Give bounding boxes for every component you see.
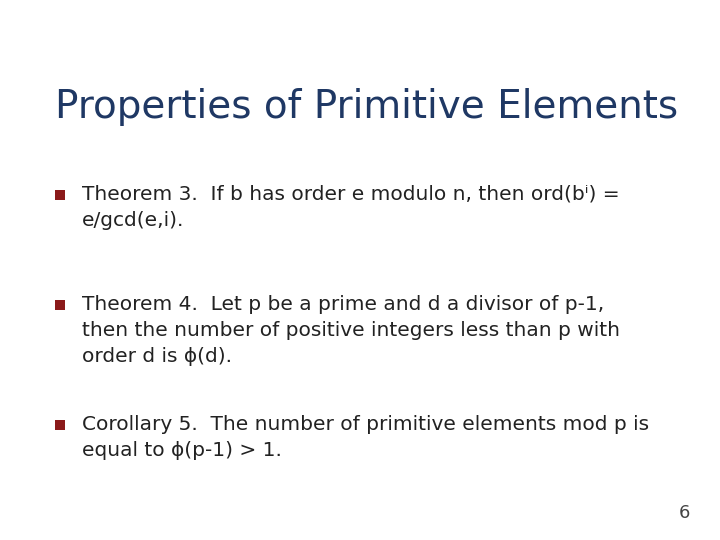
- Text: equal to ϕ(p-1) > 1.: equal to ϕ(p-1) > 1.: [82, 441, 282, 460]
- Text: Theorem 3.  If b has order e modulo n, then ord(bⁱ) =: Theorem 3. If b has order e modulo n, th…: [82, 185, 620, 204]
- Text: order d is ϕ(d).: order d is ϕ(d).: [82, 347, 232, 366]
- Text: Theorem 4.  Let p be a prime and d a divisor of p-1,: Theorem 4. Let p be a prime and d a divi…: [82, 295, 604, 314]
- FancyBboxPatch shape: [55, 190, 65, 200]
- Text: Properties of Primitive Elements: Properties of Primitive Elements: [55, 88, 678, 126]
- FancyBboxPatch shape: [55, 420, 65, 430]
- Text: then the number of positive integers less than p with: then the number of positive integers les…: [82, 321, 620, 340]
- Text: 6: 6: [679, 504, 690, 522]
- Text: e/gcd(e,i).: e/gcd(e,i).: [82, 211, 184, 230]
- FancyBboxPatch shape: [55, 300, 65, 310]
- Text: Corollary 5.  The number of primitive elements mod p is: Corollary 5. The number of primitive ele…: [82, 415, 649, 434]
